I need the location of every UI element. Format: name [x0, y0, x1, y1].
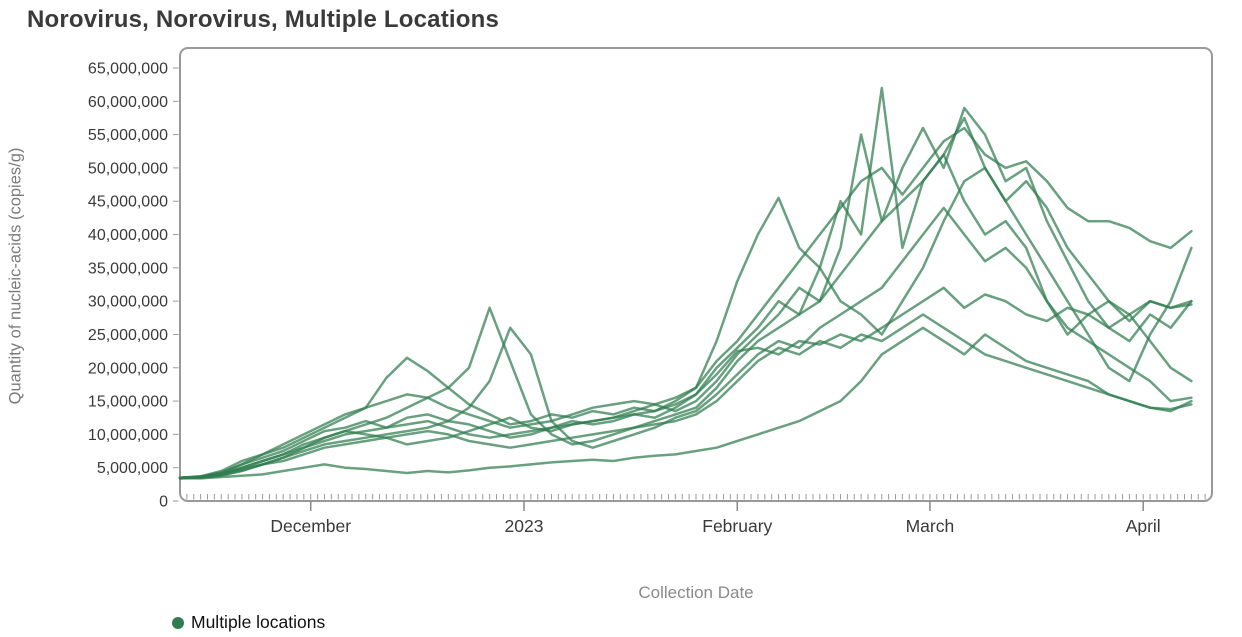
x-axis-title: Collection Date	[638, 583, 754, 602]
y-tick-label: 10,000,000	[88, 427, 168, 444]
plot-border	[179, 47, 1213, 502]
y-tick-label: 55,000,000	[88, 127, 168, 144]
y-tick-label: 60,000,000	[88, 94, 168, 111]
y-tick-label: 5,000,000	[97, 460, 168, 477]
legend-item-multiple-locations[interactable]: Multiple locations	[172, 612, 325, 633]
x-tick-label: December	[270, 516, 351, 536]
x-tick-label: April	[1126, 516, 1161, 536]
series-line-location-9[interactable]	[178, 313, 1193, 480]
series-line-location-8[interactable]	[178, 126, 1193, 479]
series-line-location-6[interactable]	[178, 326, 1193, 480]
x-tick-label: 2023	[505, 516, 544, 536]
legend-dot-icon	[172, 616, 184, 629]
series-line-location-3[interactable]	[178, 166, 1193, 479]
y-tick-label: 25,000,000	[88, 327, 168, 344]
series-line-location-2[interactable]	[178, 106, 1193, 480]
legend-label: Multiple locations	[191, 612, 326, 632]
x-tick-label: March	[906, 516, 955, 536]
series-line-location-5[interactable]	[178, 206, 1193, 479]
series-line-location-4[interactable]	[178, 116, 1193, 480]
y-tick-label: 40,000,000	[88, 227, 168, 244]
y-axis-title-text: Quantity of nucleic-acids (copies/g)	[6, 147, 25, 405]
series-line-location-1[interactable]	[178, 86, 1193, 479]
y-tick-label: 45,000,000	[88, 194, 168, 211]
y-tick-label: 50,000,000	[88, 160, 168, 177]
x-tick-label: February	[702, 516, 772, 536]
y-tick-label: 65,000,000	[88, 61, 168, 78]
series-line-location-7[interactable]	[178, 286, 1193, 479]
y-tick-label: 35,000,000	[88, 260, 168, 277]
y-tick-label: 0	[159, 494, 168, 511]
y-tick-label: 30,000,000	[88, 294, 168, 311]
y-tick-label: 20,000,000	[88, 360, 168, 377]
y-tick-label: 15,000,000	[88, 394, 168, 411]
page-title: Norovirus, Norovirus, Multiple Locations	[27, 6, 500, 33]
